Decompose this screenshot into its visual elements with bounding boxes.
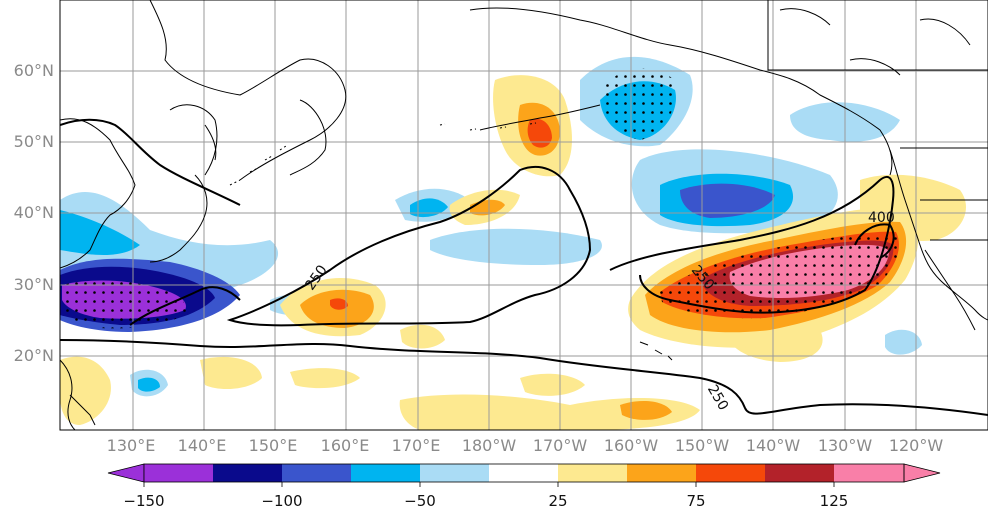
lon-label: 160°E — [320, 436, 370, 455]
lon-label: 150°E — [248, 436, 298, 455]
lon-label: 160°W — [603, 436, 659, 455]
lon-label: 140°E — [177, 436, 227, 455]
lon-label: 170°E — [391, 436, 441, 455]
colorbar-max-arrow — [903, 463, 941, 483]
lon-label: 130°E — [106, 436, 156, 455]
colorbar-tick-label: 75 — [686, 492, 706, 510]
lat-label: 50°N — [13, 132, 54, 151]
map-frame — [59, 0, 988, 431]
colorbar-tick-label: −50 — [404, 492, 436, 510]
lon-label: 170°W — [532, 436, 588, 455]
lon-label: 120°W — [888, 436, 944, 455]
lon-label: 180°W — [461, 436, 517, 455]
contour-label: 400 — [868, 210, 895, 226]
lon-label: 130°W — [817, 436, 873, 455]
lat-label: 20°N — [13, 346, 54, 365]
lon-label: 140°W — [745, 436, 801, 455]
colorbar — [107, 463, 941, 487]
lat-label: 40°N — [13, 203, 54, 222]
lon-label: 150°W — [674, 436, 730, 455]
colorbar-tick-label: −150 — [123, 492, 165, 510]
lat-label: 60°N — [13, 61, 54, 80]
colorbar-tick-label: 25 — [548, 492, 568, 510]
colorbar-tick-label: 125 — [819, 492, 849, 510]
contour-lines — [60, 118, 988, 416]
colorbar-tick-label: −100 — [261, 492, 303, 510]
map-panel: 250 250 250 400 — [60, 0, 988, 430]
colorbar-min-arrow — [107, 463, 145, 483]
coastlines — [60, 0, 988, 430]
lat-label: 30°N — [13, 275, 54, 294]
